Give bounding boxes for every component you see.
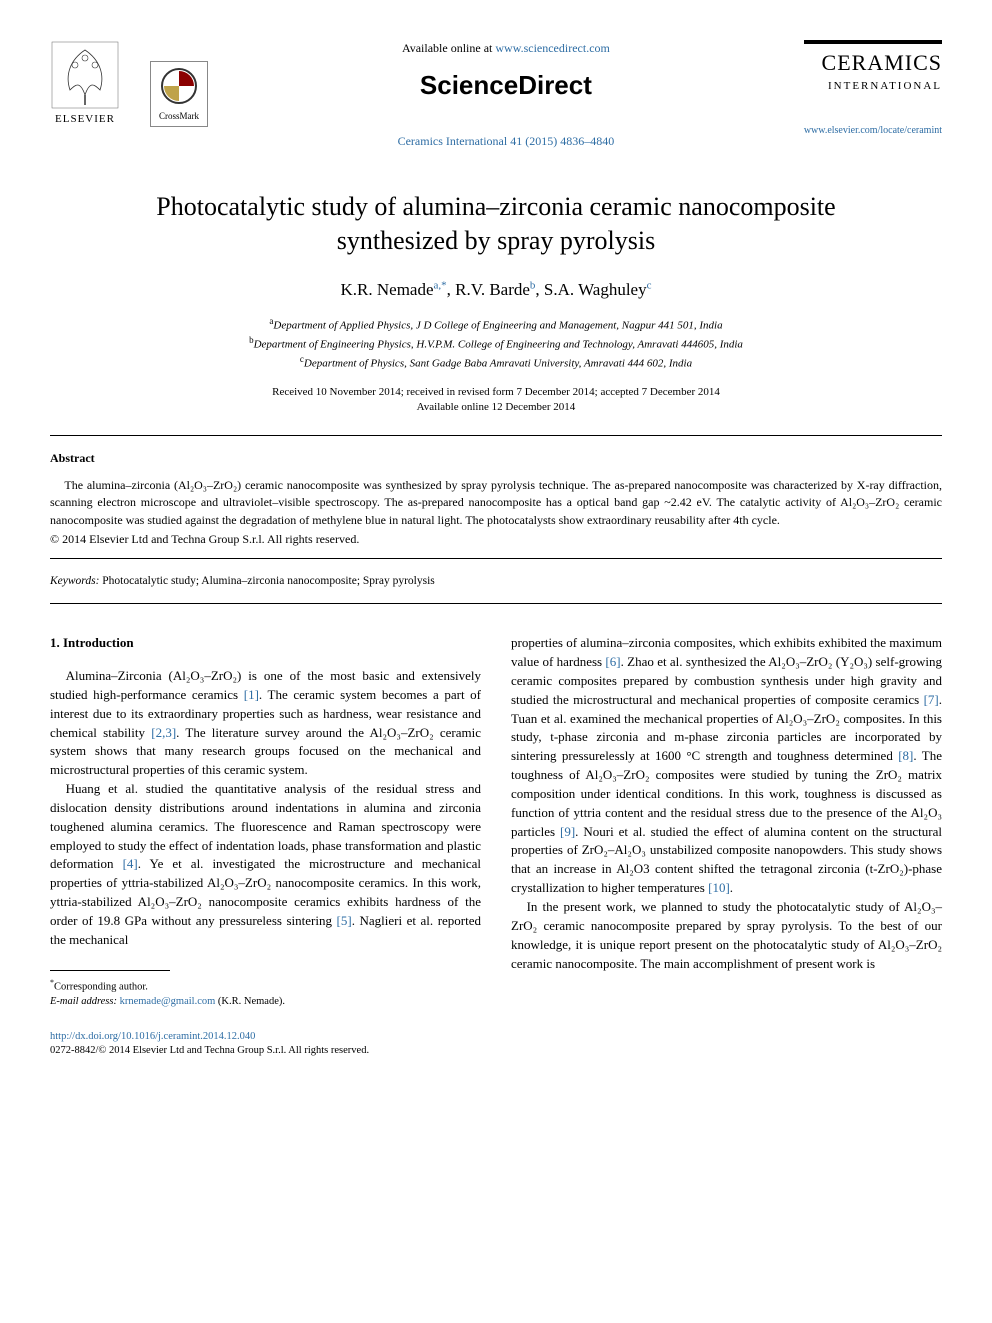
email-author: (K.R. Nemade). — [215, 996, 285, 1007]
affiliation: bDepartment of Engineering Physics, H.V.… — [50, 334, 942, 353]
email-link[interactable]: krnemade@gmail.com — [120, 996, 216, 1007]
author[interactable]: S.A. Waghuleyc — [544, 280, 652, 299]
dates-line2: Available online 12 December 2014 — [50, 400, 942, 415]
sciencedirect-url[interactable]: www.sciencedirect.com — [495, 41, 610, 55]
elsevier-label: ELSEVIER — [55, 112, 115, 127]
email-line: E-mail address: krnemade@gmail.com (K.R.… — [50, 994, 481, 1009]
divider — [50, 435, 942, 436]
journal-block: CERAMICS INTERNATIONAL www.elsevier.com/… — [804, 40, 942, 138]
reference-link[interactable]: [4] — [123, 856, 138, 871]
dates-line1: Received 10 November 2014; received in r… — [50, 385, 942, 400]
reference-link[interactable]: [2,3] — [151, 725, 176, 740]
paragraph: properties of alumina–zirconia composite… — [511, 634, 942, 898]
affiliation: aDepartment of Applied Physics, J D Coll… — [50, 315, 942, 334]
crossmark-icon — [159, 66, 199, 106]
corresponding-author-note: *Corresponding author. — [50, 977, 481, 995]
elsevier-logo[interactable]: ELSEVIER — [50, 40, 120, 127]
reference-link[interactable]: [7] — [924, 692, 939, 707]
center-header: Available online at www.sciencedirect.co… — [208, 40, 804, 150]
sciencedirect-logo[interactable]: ScienceDirect — [228, 67, 784, 103]
footnote-divider — [50, 970, 170, 971]
keywords-label: Keywords: — [50, 575, 99, 587]
copyright: © 2014 Elsevier Ltd and Techna Group S.r… — [50, 531, 942, 548]
journal-name: CERAMICS — [804, 48, 942, 79]
email-label: E-mail address: — [50, 996, 117, 1007]
body-columns: 1. Introduction Alumina–Zirconia (Al₂O₃–… — [50, 634, 942, 1009]
reference-link[interactable]: [1] — [244, 687, 259, 702]
paragraph: Huang et al. studied the quantitative an… — [50, 780, 481, 950]
section-heading: 1. Introduction — [50, 634, 481, 653]
available-prefix: Available online at — [402, 41, 495, 55]
citation-link[interactable]: Ceramics International 41 (2015) 4836–48… — [228, 133, 784, 150]
divider — [50, 558, 942, 559]
paragraph: In the present work, we planned to study… — [511, 898, 942, 973]
issn-line: 0272-8842/© 2014 Elsevier Ltd and Techna… — [50, 1044, 942, 1059]
doi-link[interactable]: http://dx.doi.org/10.1016/j.ceramint.201… — [50, 1030, 942, 1045]
reference-link[interactable]: [6] — [605, 654, 620, 669]
abstract-heading: Abstract — [50, 450, 942, 467]
authors-line: K.R. Nemadea,*, R.V. Bardeb, S.A. Waghul… — [50, 278, 942, 302]
keywords: Keywords: Photocatalytic study; Alumina–… — [50, 573, 942, 589]
left-column: 1. Introduction Alumina–Zirconia (Al₂O₃–… — [50, 634, 481, 1009]
article-title: Photocatalytic study of alumina–zirconia… — [110, 190, 882, 258]
footer: http://dx.doi.org/10.1016/j.ceramint.201… — [50, 1030, 942, 1059]
author[interactable]: K.R. Nemadea,* — [341, 280, 447, 299]
journal-subtitle: INTERNATIONAL — [804, 79, 942, 94]
reference-link[interactable]: [9] — [560, 824, 575, 839]
reference-link[interactable]: [5] — [337, 913, 352, 928]
left-logos: ELSEVIER CrossMark — [50, 40, 208, 127]
header: ELSEVIER CrossMark Available online at w… — [50, 40, 942, 150]
elsevier-tree-icon — [50, 40, 120, 110]
affiliation: cDepartment of Physics, Sant Gadge Baba … — [50, 353, 942, 372]
affiliations: aDepartment of Applied Physics, J D Coll… — [50, 315, 942, 372]
abstract-text: The alumina–zirconia (Al₂O₃–ZrO₂) cerami… — [50, 477, 942, 529]
crossmark-logo[interactable]: CrossMark — [150, 61, 208, 128]
reference-link[interactable]: [10] — [708, 880, 730, 895]
reference-link[interactable]: [8] — [898, 748, 913, 763]
author[interactable]: R.V. Bardeb — [455, 280, 535, 299]
available-online-text: Available online at www.sciencedirect.co… — [228, 40, 784, 57]
divider — [50, 603, 942, 604]
journal-url[interactable]: www.elsevier.com/locate/ceramint — [804, 124, 942, 138]
article-dates: Received 10 November 2014; received in r… — [50, 385, 942, 416]
paragraph: Alumina–Zirconia (Al₂O₃–ZrO₂) is one of … — [50, 667, 481, 780]
right-column: properties of alumina–zirconia composite… — [511, 634, 942, 1009]
keywords-text: Photocatalytic study; Alumina–zirconia n… — [99, 575, 434, 587]
crossmark-label: CrossMark — [159, 110, 199, 123]
